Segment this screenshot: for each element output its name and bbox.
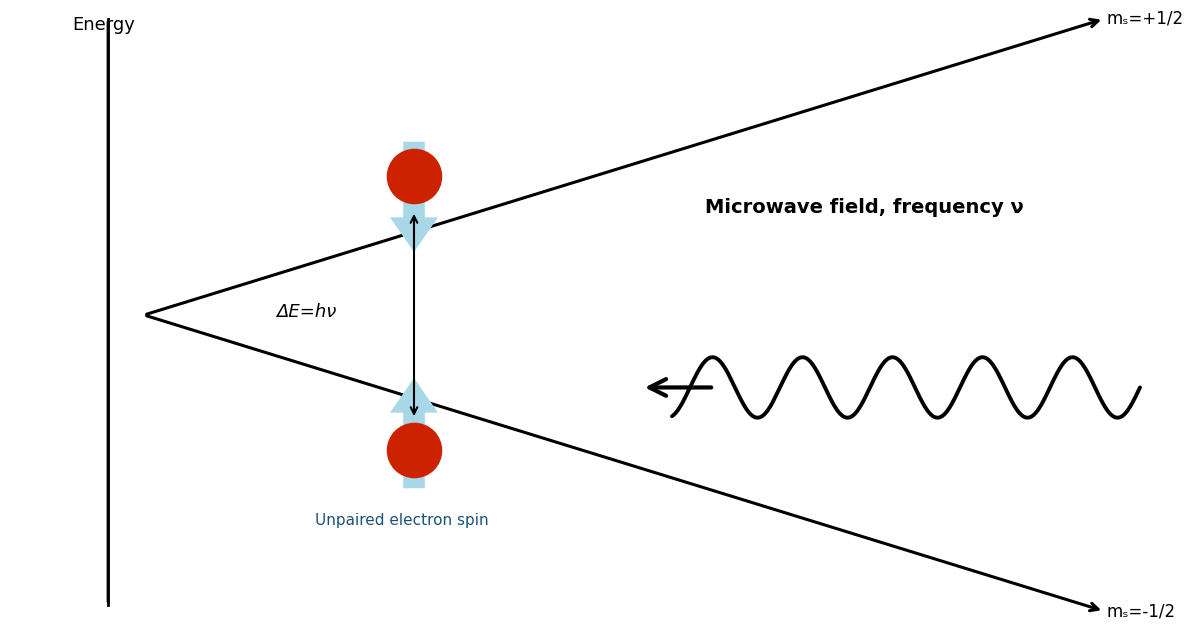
Point bbox=[404, 445, 424, 455]
Text: mₛ=-1/2: mₛ=-1/2 bbox=[1106, 602, 1176, 620]
FancyArrow shape bbox=[390, 142, 438, 252]
Text: mₛ=+1/2: mₛ=+1/2 bbox=[1106, 10, 1183, 28]
Text: Unpaired electron spin: Unpaired electron spin bbox=[316, 513, 488, 529]
FancyArrow shape bbox=[390, 378, 438, 488]
Text: Microwave field, frequency ν: Microwave field, frequency ν bbox=[704, 198, 1024, 217]
Text: ΔE=hν: ΔE=hν bbox=[276, 303, 336, 321]
Point bbox=[404, 171, 424, 181]
Text: Energy: Energy bbox=[72, 16, 134, 34]
